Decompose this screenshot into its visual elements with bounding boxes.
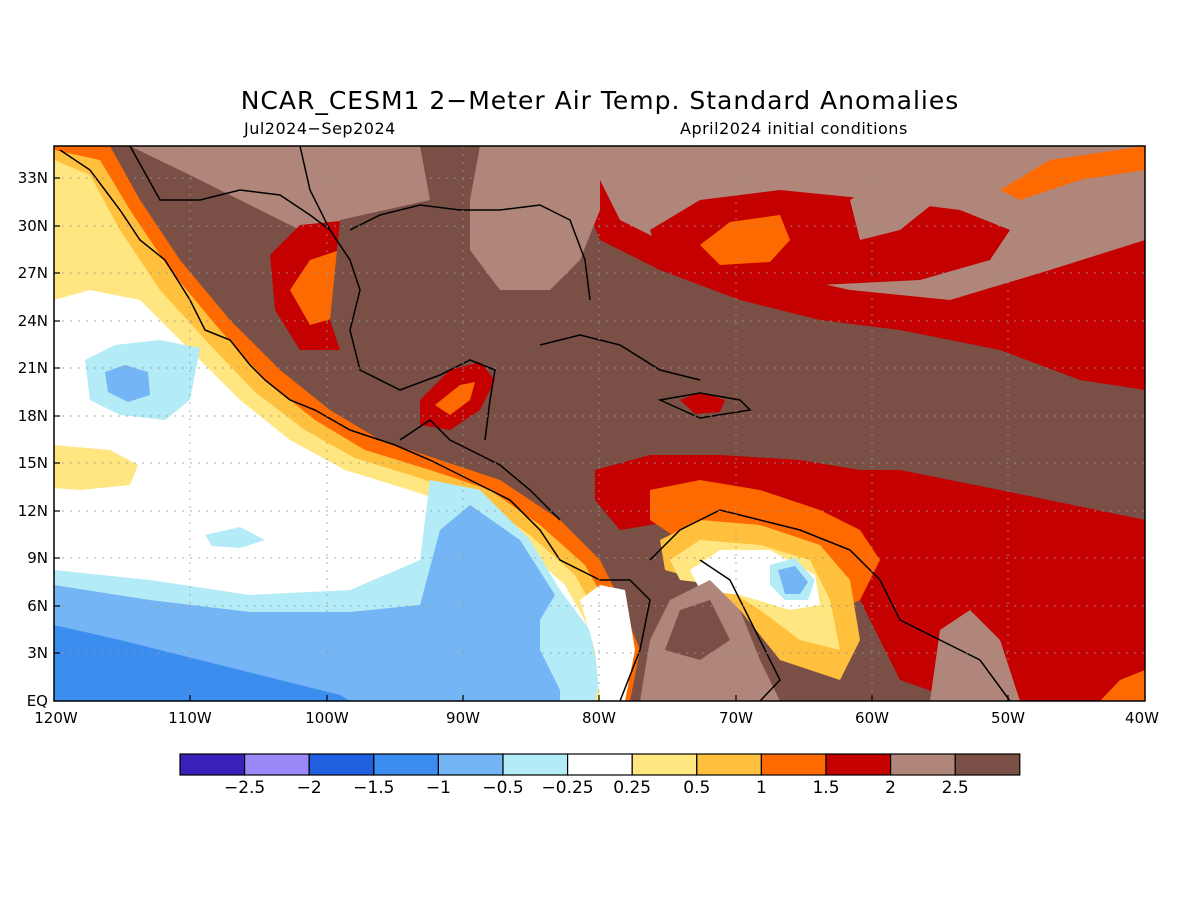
xtick-label-90w: 90W (446, 709, 480, 727)
coastline-south-america (649, 509, 1011, 701)
colorbar-label-5: −0.25 (542, 778, 594, 798)
colorbar-label-9: 1.5 (812, 778, 839, 798)
colorbar-label-3: −1 (426, 778, 451, 798)
colorbar-swatch-8 (696, 753, 762, 776)
ytick-label-21n: 21N (18, 359, 48, 377)
field-guiana-brown (930, 610, 1020, 701)
initial-conditions-label: April2024 initial conditions (680, 119, 908, 138)
xtick-label-80w: 80W (582, 709, 616, 727)
border-us-mexico (129, 146, 331, 231)
colorbar-label-6: 0.25 (613, 778, 651, 798)
colorbar-swatch-1 (244, 753, 310, 776)
colorbar-swatch-2 (308, 753, 375, 776)
colorbar-label-2: −1.5 (353, 778, 394, 798)
xtick-label-60w: 60W (855, 709, 889, 727)
colorbar-swatch-0 (179, 753, 246, 776)
field-mexico-light-brown (130, 146, 430, 230)
y-axis-labels: 33N 30N 27N 24N 21N 18N 15N 12N 9N 6N 3N… (18, 169, 48, 710)
colorbar-label-7: 0.5 (683, 778, 710, 798)
field-atlantic-brown-blob (850, 160, 960, 240)
tick-marks (54, 177, 1009, 701)
ytick-label-9n: 9N (27, 549, 48, 567)
field-sa-dark-brown (665, 600, 730, 660)
colorbar (179, 753, 1021, 776)
field-yucatan-orange (435, 382, 475, 415)
colorbar-swatch-10 (825, 753, 892, 776)
xtick-label-50w: 50W (991, 709, 1025, 727)
colorbar-swatch-4 (437, 753, 504, 776)
colorbar-label-0: −2.5 (224, 778, 265, 798)
colorbar-swatch-12 (954, 753, 1021, 776)
border-central-america (399, 419, 561, 521)
ytick-label-eq: EQ (27, 692, 48, 710)
x-axis-labels: 120W 110W 100W 90W 80W 70W 60W 50W 40W (34, 709, 1159, 727)
colorbar-labels: −2.5 −2 −1.5 −1 −0.5 −0.25 0.25 0.5 1 1.5 2 2.5 (224, 778, 969, 798)
xtick-label-100w: 100W (305, 709, 349, 727)
xtick-label-110w: 110W (168, 709, 212, 727)
colorbar-swatch-5 (502, 753, 569, 776)
coastline-cuba (539, 334, 701, 381)
field-ne-orange (1000, 146, 1145, 200)
ytick-label-27n: 27N (18, 264, 48, 282)
coastline-mexico-pacific (59, 149, 651, 701)
ytick-label-15n: 15N (18, 454, 48, 472)
xtick-label-70w: 70W (719, 709, 753, 727)
xtick-label-40w: 40W (1125, 709, 1159, 727)
field-pacific-deep-blue (54, 625, 350, 701)
colorbar-swatch-9 (760, 753, 827, 776)
field-atlantic-orange (700, 215, 790, 265)
colorbar-label-8: 1 (756, 778, 767, 798)
colorbar-label-11: 2.5 (942, 778, 969, 798)
field-pacific-white-south (580, 585, 635, 701)
colorbar-swatch-6 (566, 753, 633, 776)
xtick-label-120w: 120W (34, 709, 78, 727)
field-pacific-light-blue-spot (205, 527, 265, 548)
forecast-period: Jul2024−Sep2024 (244, 119, 396, 138)
colorbar-swatch-11 (889, 753, 956, 776)
colorbar-swatch-7 (631, 753, 698, 776)
colorbar-label-1: −2 (297, 778, 322, 798)
anomaly-field (54, 146, 1145, 701)
colorbar-label-10: 2 (885, 778, 896, 798)
field-hispaniola-red (680, 392, 725, 414)
coastlines (59, 146, 1011, 701)
ytick-label-30n: 30N (18, 217, 48, 235)
field-pacific-yellow-patch (54, 445, 138, 490)
coastline-hispaniola (657, 392, 752, 419)
ytick-label-3n: 3N (27, 644, 48, 662)
field-caribbean-mid-blue (778, 566, 808, 594)
field-pacific-mid-blue-spot (105, 365, 150, 402)
map-title: NCAR_CESM1 2−Meter Air Temp. Standard An… (240, 86, 960, 115)
border-colombia-venezuela (699, 559, 781, 701)
coastline-us-gulf (349, 204, 591, 301)
grid-lines (54, 146, 1145, 701)
ytick-label-18n: 18N (18, 407, 48, 425)
field-east-orange (1100, 670, 1145, 701)
field-central-dark-brown (330, 200, 860, 520)
ytick-label-12n: 12N (18, 502, 48, 520)
field-gulf-light-brown (470, 146, 600, 290)
ytick-label-6n: 6N (27, 597, 48, 615)
colorbar-label-4: −0.5 (482, 778, 523, 798)
ytick-label-33n: 33N (18, 169, 48, 187)
colorbar-swatch-3 (373, 753, 439, 776)
field-pacific-mid-blue (54, 505, 560, 701)
ytick-label-24n: 24N (18, 312, 48, 330)
